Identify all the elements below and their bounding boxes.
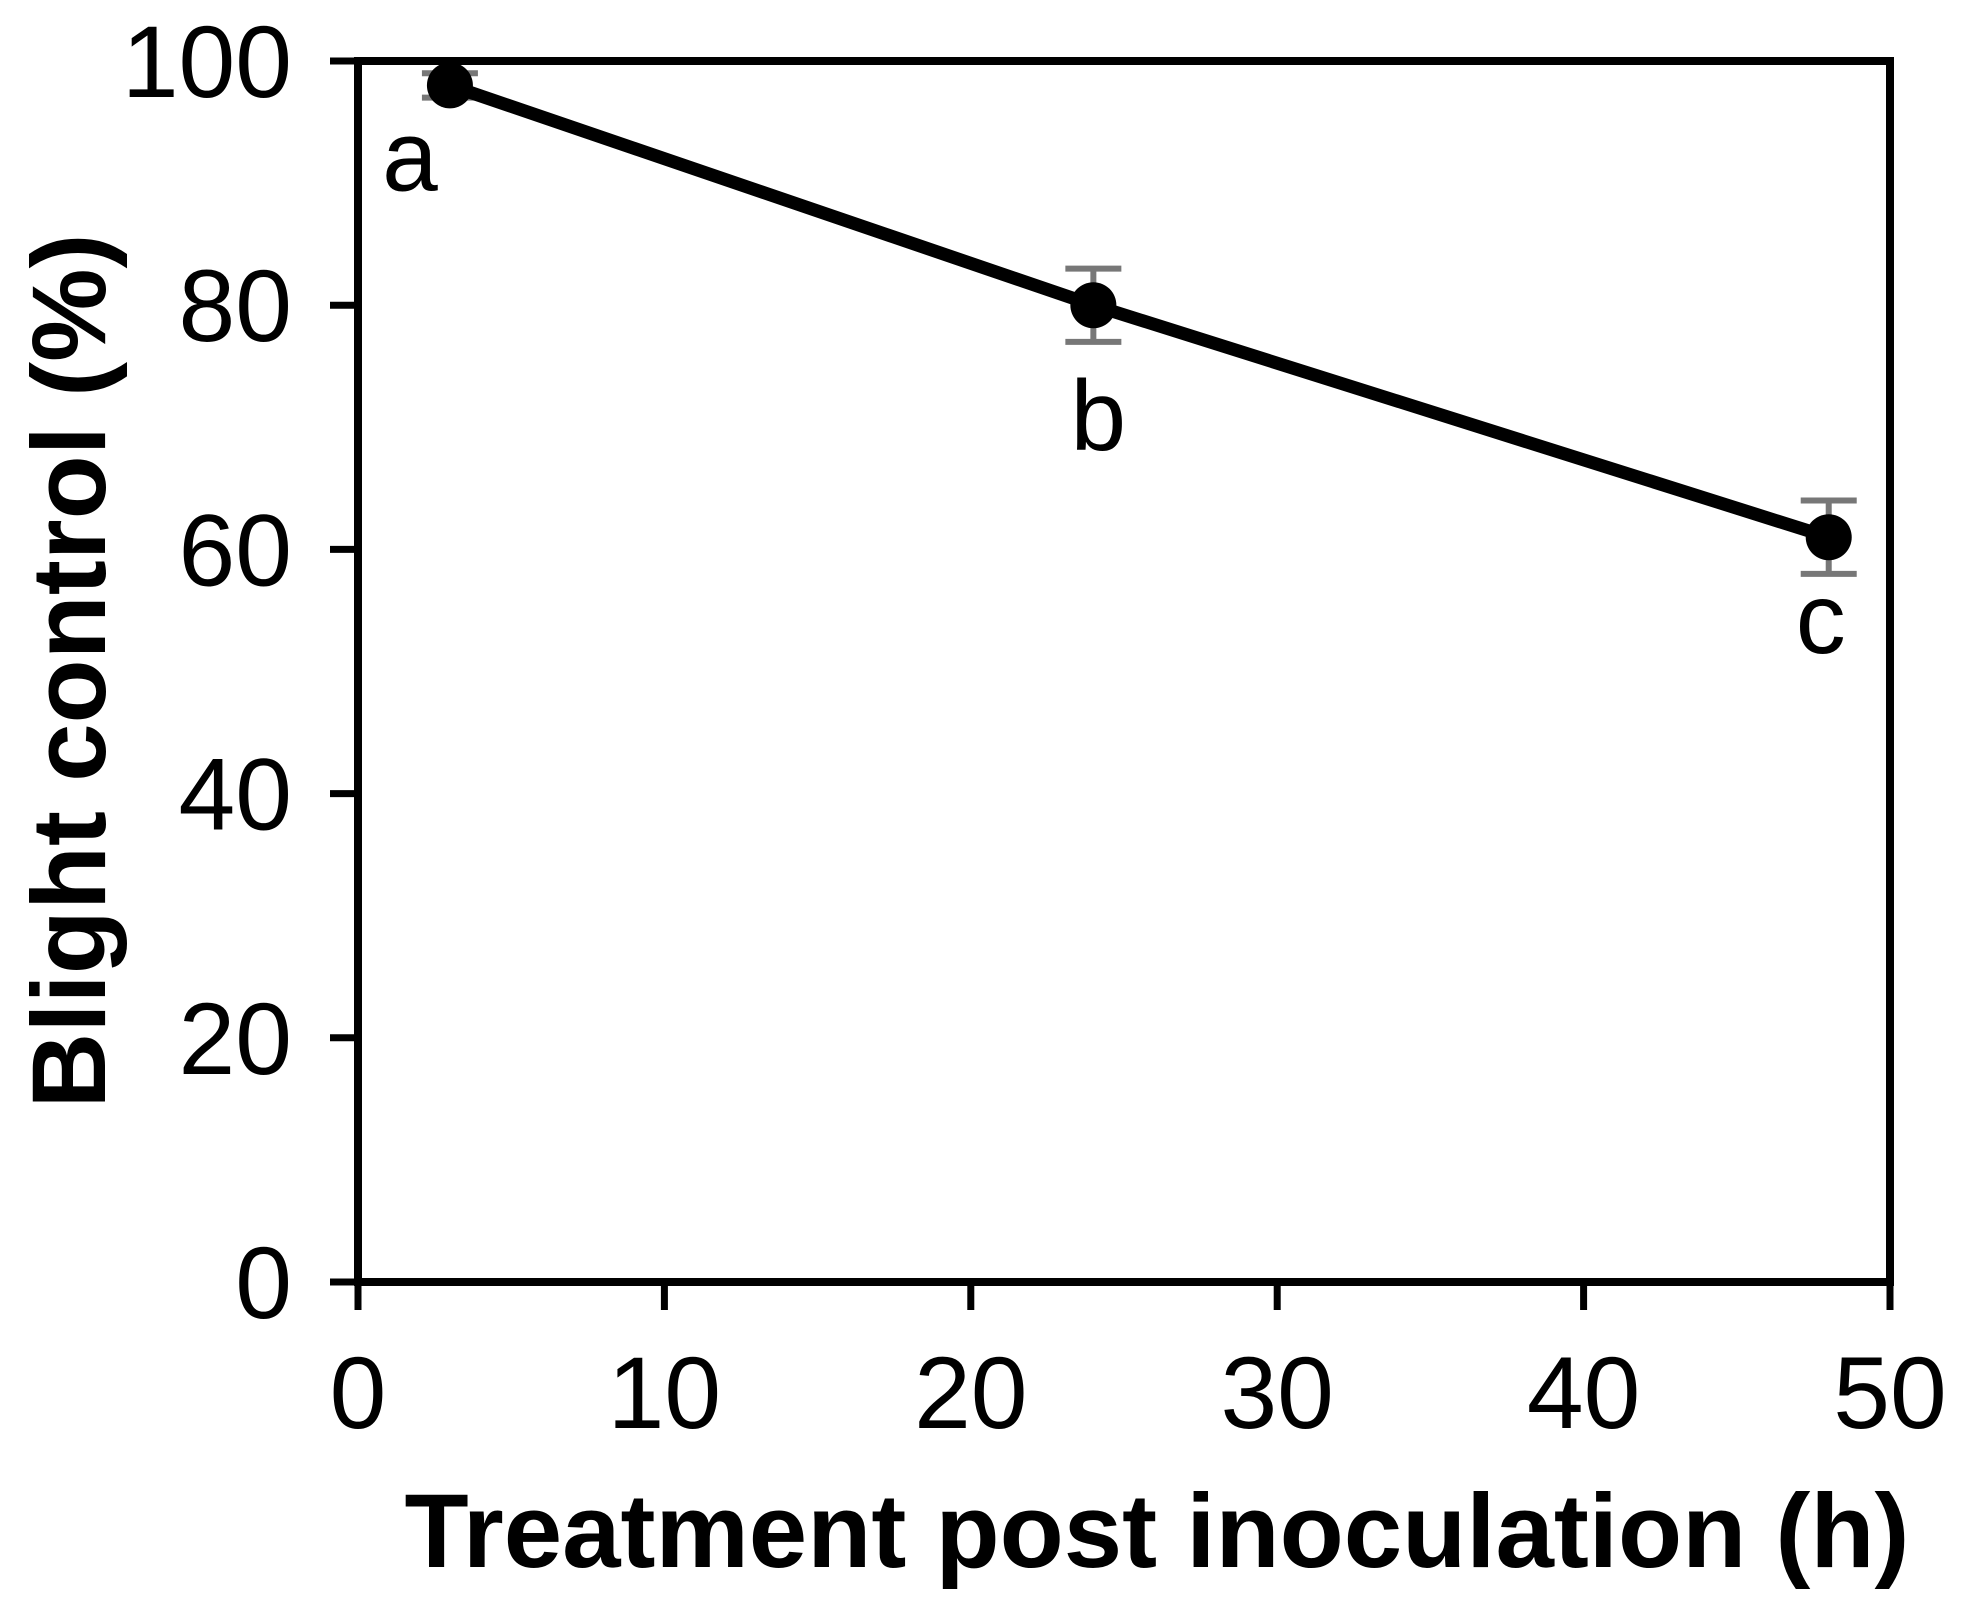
x-tick-label: 10 [608, 1336, 721, 1450]
x-tick-label: 40 [1527, 1336, 1640, 1450]
y-tick-label: 60 [179, 493, 292, 607]
significance-letter: c [1796, 563, 1846, 675]
data-point-marker [1805, 514, 1852, 561]
x-tick-label: 50 [1833, 1336, 1946, 1450]
y-axis-title: Blight control (%) [11, 234, 128, 1109]
axis-ticks [330, 57, 1894, 1310]
x-tick-label: 0 [330, 1336, 387, 1450]
data-series: a b c [382, 62, 1857, 675]
x-tick-label: 30 [1220, 1336, 1333, 1450]
data-point-marker [426, 62, 473, 109]
significance-letter: a [382, 100, 438, 212]
y-tick-label: 20 [179, 982, 292, 1096]
y-tick-label: 40 [179, 738, 292, 852]
series-line [443, 78, 1836, 544]
plot-frame [354, 57, 1894, 1286]
y-tick-label: 100 [122, 5, 292, 119]
data-point-marker [1070, 282, 1117, 329]
x-tick-label: 20 [914, 1336, 1027, 1450]
axis-tick-labels: 0 20 40 60 80 100 0 10 20 30 40 50 [122, 5, 1947, 1450]
x-axis-title: Treatment post inoculation (h) [404, 1473, 1909, 1590]
y-tick-label: 80 [179, 249, 292, 363]
y-tick-label: 0 [235, 1226, 292, 1340]
significance-letter: b [1071, 360, 1127, 472]
